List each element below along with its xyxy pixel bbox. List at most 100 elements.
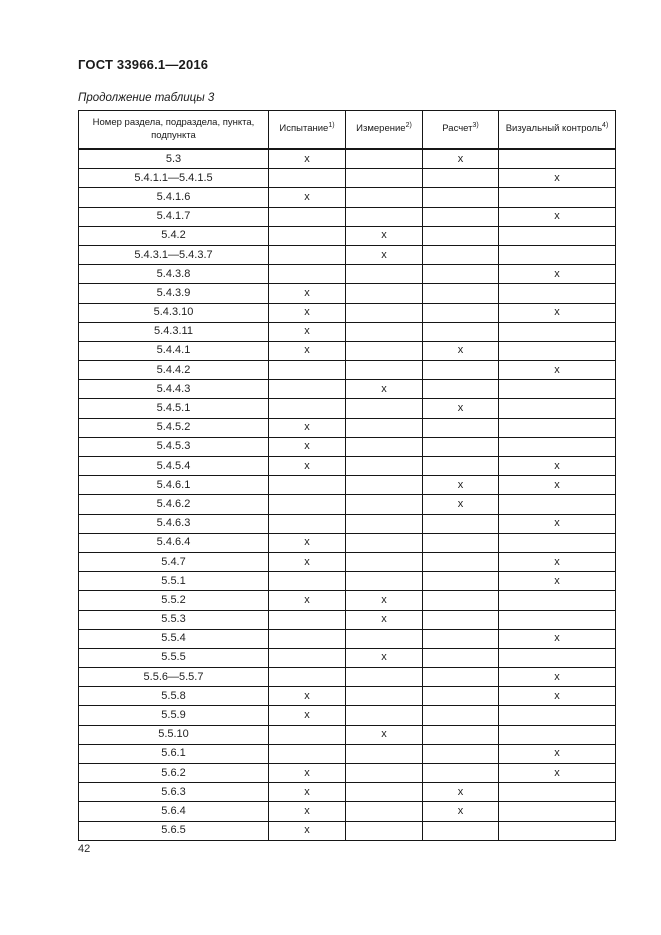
section-cell: 5.4.3.11 xyxy=(78,321,269,342)
mark-cell-calc xyxy=(422,743,499,765)
mark-cell-measure xyxy=(345,820,423,841)
footnote-ref-4: 4) xyxy=(602,122,609,130)
mark-cell-calc xyxy=(422,551,499,573)
mark-cell-visual: х xyxy=(498,264,616,285)
col-header-visual: Визуальный контроль4) xyxy=(498,110,616,150)
mark-cell-measure xyxy=(345,148,423,170)
mark-cell-calc: х xyxy=(422,398,499,419)
mark-cell-measure xyxy=(345,340,423,362)
table-row: 5.6.4 х х xyxy=(78,801,616,822)
mark-cell-measure xyxy=(345,532,423,553)
doc-number-heading: ГОСТ 33966.1—2016 xyxy=(78,57,209,72)
mark-cell-test: х xyxy=(268,321,346,342)
mark-cell-test: х xyxy=(268,686,346,707)
section-cell: 5.4.3.1—5.4.3.7 xyxy=(78,244,269,266)
table-row: 5.5.3 х xyxy=(78,609,616,630)
col-header-measure: Измерение2) xyxy=(345,110,423,150)
mark-cell-calc xyxy=(422,455,499,477)
mark-cell-test: х xyxy=(268,762,346,784)
mark-cell-visual xyxy=(498,379,616,400)
section-cell: 5.4.1.7 xyxy=(78,206,269,227)
mark-cell-test: х xyxy=(268,590,346,611)
mark-cell-test xyxy=(268,379,346,400)
mark-cell-measure xyxy=(345,705,423,726)
section-cell: 5.4.5.2 xyxy=(78,417,269,438)
mark-cell-calc xyxy=(422,820,499,841)
table-header-row: Номер раздела, подраздела, пункта, подпу… xyxy=(78,110,616,150)
col-header-test-label: Испытание xyxy=(279,123,329,135)
table-row: 5.4.3.10 х х xyxy=(78,302,616,323)
mark-cell-visual xyxy=(498,801,616,822)
mark-cell-visual xyxy=(498,494,616,515)
mark-cell-calc xyxy=(422,417,499,438)
col-header-calc-label: Расчет xyxy=(442,123,473,135)
table-row: 5.4.4.1 х х xyxy=(78,340,616,362)
mark-cell-calc: х xyxy=(422,340,499,362)
mark-cell-test: х xyxy=(268,705,346,726)
table-row: 5.5.9 х xyxy=(78,705,616,726)
table-caption: Продолжение таблицы 3 xyxy=(78,92,215,104)
section-cell: 5.6.5 xyxy=(78,820,269,841)
methods-table: Номер раздела, подраздела, пункта, подпу… xyxy=(78,110,616,841)
table-row: 5.4.1.7 х xyxy=(78,206,616,227)
mark-cell-visual xyxy=(498,244,616,266)
table-body: 5.3 х х 5.4.1.1—5.4.1.5 х 5.4.1.6 х 5.4.… xyxy=(78,148,616,841)
col-header-visual-label: Визуальный контроль xyxy=(505,123,603,135)
mark-cell-visual xyxy=(498,590,616,611)
table-row: 5.5.8 х х xyxy=(78,686,616,707)
table-row: 5.5.4 х xyxy=(78,628,616,649)
section-cell: 5.4.3.9 xyxy=(78,283,269,304)
table-row: 5.5.6—5.5.7 х xyxy=(78,667,616,688)
table-row: 5.4.3.11 х xyxy=(78,321,616,342)
mark-cell-test: х xyxy=(268,417,346,438)
table-row: 5.4.1.1—5.4.1.5 х xyxy=(78,168,616,189)
section-cell: 5.5.8 xyxy=(78,686,269,707)
mark-cell-visual: х xyxy=(498,455,616,477)
section-cell: 5.6.2 xyxy=(78,762,269,784)
section-cell: 5.4.4.2 xyxy=(78,360,269,381)
mark-cell-test xyxy=(268,360,346,381)
mark-cell-measure xyxy=(345,206,423,227)
mark-cell-calc xyxy=(422,705,499,726)
section-cell: 5.4.7 xyxy=(78,551,269,573)
table-row: 5.4.5.2 х xyxy=(78,417,616,438)
col-header-section-label: Номер раздела, подраздела, пункта, подпу… xyxy=(92,117,255,141)
mark-cell-visual: х xyxy=(498,302,616,323)
mark-cell-test xyxy=(268,647,346,669)
table-row: 5.4.4.3 х xyxy=(78,379,616,400)
mark-cell-calc xyxy=(422,686,499,707)
mark-cell-visual xyxy=(498,532,616,553)
table-row: 5.5.5 х xyxy=(78,647,616,669)
mark-cell-test: х xyxy=(268,801,346,822)
table-row: 5.4.3.9 х xyxy=(78,283,616,304)
mark-cell-visual xyxy=(498,782,616,803)
mark-cell-calc xyxy=(422,590,499,611)
mark-cell-calc xyxy=(422,244,499,266)
section-cell: 5.4.1.1—5.4.1.5 xyxy=(78,168,269,189)
mark-cell-visual xyxy=(498,321,616,342)
mark-cell-test: х xyxy=(268,340,346,362)
section-cell: 5.5.4 xyxy=(78,628,269,649)
mark-cell-visual xyxy=(498,724,616,745)
mark-cell-test: х xyxy=(268,532,346,553)
table-row: 5.4.1.6 х xyxy=(78,187,616,208)
mark-cell-measure xyxy=(345,551,423,573)
mark-cell-test xyxy=(268,724,346,745)
mark-cell-measure xyxy=(345,628,423,649)
mark-cell-visual xyxy=(498,417,616,438)
table-row: 5.6.1 х xyxy=(78,743,616,765)
mark-cell-test xyxy=(268,225,346,246)
mark-cell-calc: х xyxy=(422,494,499,515)
mark-cell-measure xyxy=(345,475,423,496)
mark-cell-calc xyxy=(422,321,499,342)
mark-cell-test xyxy=(268,168,346,189)
mark-cell-measure xyxy=(345,321,423,342)
table-row: 5.5.2 х х xyxy=(78,590,616,611)
footnote-ref-3: 3) xyxy=(472,122,479,130)
col-header-calc: Расчет3) xyxy=(422,110,499,150)
mark-cell-measure xyxy=(345,168,423,189)
mark-cell-calc xyxy=(422,532,499,553)
mark-cell-test xyxy=(268,667,346,688)
mark-cell-visual xyxy=(498,283,616,304)
